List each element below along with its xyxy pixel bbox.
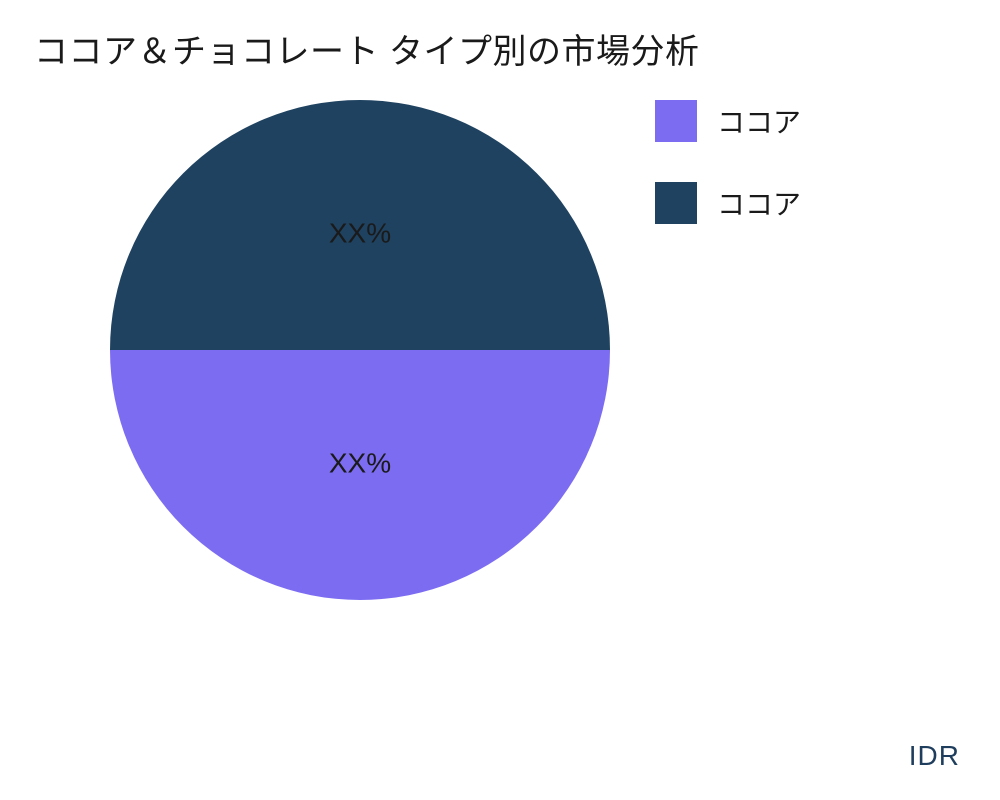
slice-value-bottom: XX%: [329, 447, 391, 478]
legend-swatch: [655, 100, 697, 142]
legend-item: ココア: [655, 100, 801, 142]
legend-swatch: [655, 182, 697, 224]
chart-title: ココア＆チョコレート タイプ別の市場分析: [34, 24, 699, 73]
slice-value-top: XX%: [329, 217, 391, 248]
legend-item: ココア: [655, 182, 801, 224]
legend-label: ココア: [717, 101, 801, 141]
footer-text: IDR: [909, 740, 960, 772]
legend: ココア ココア: [655, 100, 801, 264]
pie-svg: XX% XX%: [110, 100, 610, 600]
legend-label: ココア: [717, 183, 801, 223]
pie-chart: XX% XX%: [110, 100, 610, 600]
